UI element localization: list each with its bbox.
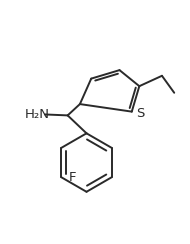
Text: S: S <box>136 107 145 120</box>
Text: F: F <box>69 171 76 184</box>
Text: H₂N: H₂N <box>25 108 50 121</box>
